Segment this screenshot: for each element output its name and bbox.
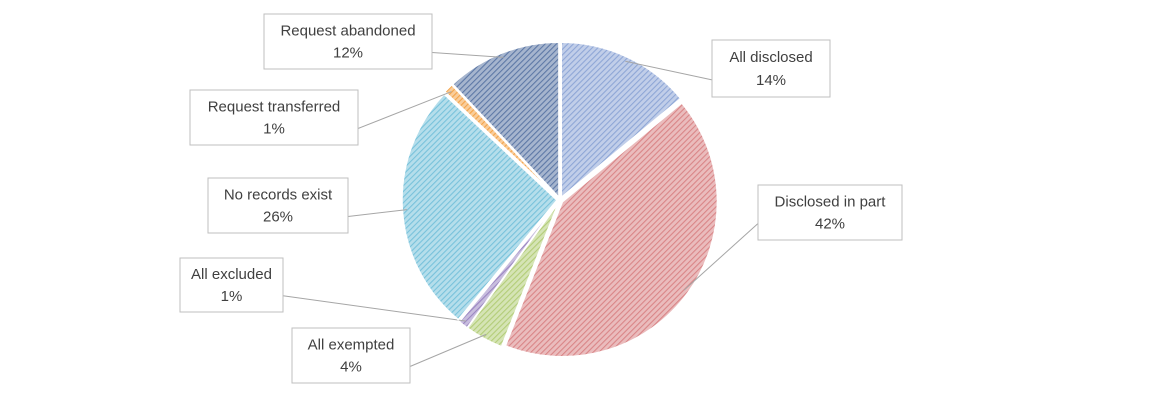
slice-label: All disclosed [729,49,812,66]
slice-value-label: 14% [756,72,786,89]
leader-line [282,295,467,322]
slice-value-label: 1% [221,288,243,305]
pie-slice [504,101,719,358]
leader-line [431,52,504,58]
slice-label: No records exist [224,187,333,204]
slice-value-label: 12% [333,45,363,62]
slice-label: Disclosed in part [775,194,887,211]
leader-line [683,223,759,291]
leader-line [409,333,487,367]
leader-line [347,209,408,217]
pie-slice [560,41,682,199]
pie-slice [458,201,559,329]
label-box [711,39,831,98]
slice-value-label: 42% [815,216,845,233]
label-box [179,257,284,313]
slice-value-label: 4% [340,359,362,376]
pie-slice [451,41,560,200]
pie-slice [443,83,559,199]
slice-label: All excluded [191,266,272,283]
label-box [207,177,349,234]
slice-value-label: 26% [263,209,293,226]
label-box [263,13,433,70]
slice-label: All exempted [308,337,395,354]
slice-value-label: 1% [263,121,285,138]
label-box [291,327,411,384]
slice-label: Request abandoned [280,23,415,40]
slice-label: Request transferred [208,99,341,116]
label-box [189,89,359,146]
leader-line [357,91,452,129]
label-box [757,184,903,241]
leader-line [625,60,713,81]
